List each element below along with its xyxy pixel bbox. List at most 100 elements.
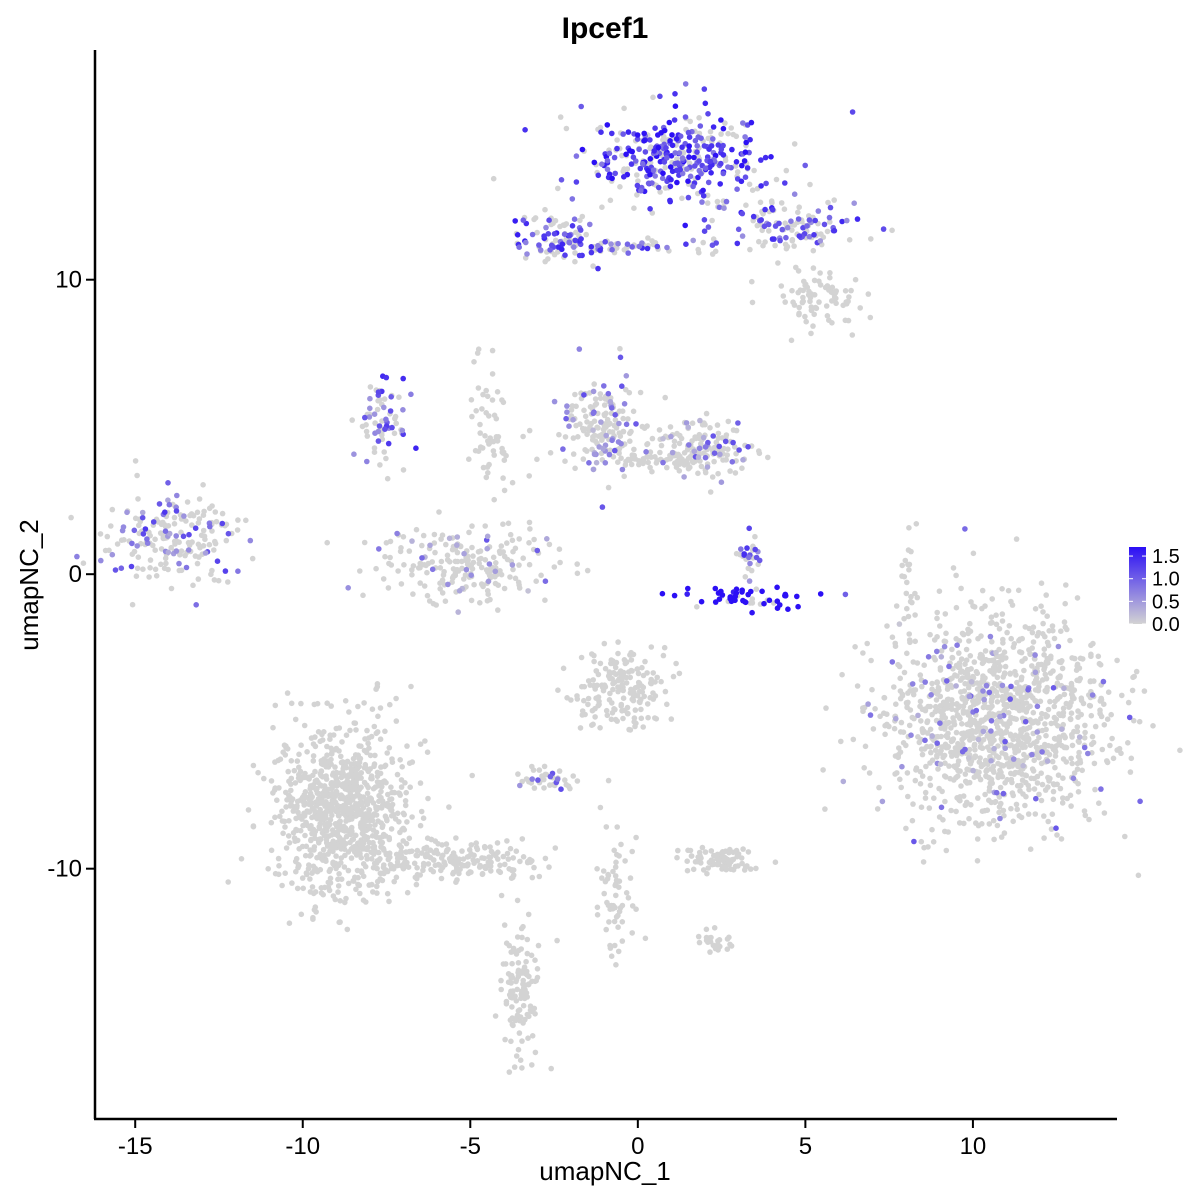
cell-point [459, 862, 465, 868]
cell-point [576, 252, 583, 259]
cell-point [641, 693, 647, 700]
cell-point [685, 129, 692, 136]
cell-point [891, 684, 897, 690]
cell-point [299, 774, 306, 780]
cell-point [414, 865, 420, 871]
cell-point [572, 250, 578, 256]
cell-point [782, 593, 789, 599]
cell-point [676, 150, 683, 156]
cell-point [948, 807, 954, 814]
cell-point [747, 246, 753, 253]
cell-point [106, 547, 112, 554]
cell-point [619, 919, 626, 925]
cell-point [404, 859, 410, 866]
cell-point [929, 711, 935, 718]
cell-point [1010, 702, 1016, 708]
cell-point [411, 860, 418, 867]
cell-point [508, 980, 514, 986]
cell-point [927, 631, 933, 638]
cell-point [1090, 640, 1096, 647]
cell-point [469, 544, 475, 551]
cell-point [1007, 742, 1013, 749]
cell-point [1051, 781, 1057, 788]
cell-point [862, 743, 869, 750]
cell-point [294, 885, 301, 892]
cell-point [572, 391, 578, 398]
cell-point [601, 402, 608, 408]
cell-point [732, 470, 739, 476]
cell-point [636, 146, 642, 153]
cell-point [972, 753, 979, 759]
cell-point [864, 640, 870, 647]
cell-point [889, 659, 896, 665]
cell-point [375, 428, 382, 435]
cell-point [946, 719, 952, 726]
cell-point [361, 539, 368, 546]
cell-point [373, 730, 380, 737]
cell-point [705, 865, 711, 871]
cell-point [610, 868, 616, 875]
cell-point [1082, 812, 1089, 819]
cell-point [996, 626, 1003, 632]
cell-point [620, 715, 626, 722]
cell-point [719, 863, 726, 870]
cell-point [647, 137, 653, 143]
cell-point [621, 673, 628, 680]
cell-point [1042, 687, 1048, 694]
cell-point [927, 775, 933, 782]
cell-point [471, 359, 477, 365]
cell-point [922, 679, 928, 685]
cell-point [655, 184, 662, 191]
cell-point [657, 158, 664, 165]
cell-point [235, 517, 241, 523]
cell-point [450, 860, 457, 867]
cell-point [1054, 832, 1060, 838]
cell-point [129, 540, 135, 547]
cell-point [135, 496, 141, 502]
cell-point [1047, 670, 1054, 676]
colorbar [1129, 547, 1146, 624]
cell-point [686, 143, 692, 149]
cell-point [869, 686, 875, 693]
cell-point [590, 677, 596, 683]
cell-point [301, 802, 308, 808]
cell-point [595, 242, 601, 249]
cell-point [959, 730, 965, 737]
cell-point [982, 791, 988, 798]
cell-point [980, 688, 986, 694]
cell-point [153, 573, 160, 579]
cell-point [147, 557, 154, 563]
cell-point [575, 434, 581, 440]
cell-point [982, 648, 989, 654]
cell-point [1034, 703, 1041, 710]
cell-point [531, 536, 537, 543]
cell-point [590, 410, 597, 417]
cell-point [616, 420, 622, 427]
cell-point [555, 185, 561, 192]
cell-point [219, 520, 226, 527]
cell-point [1044, 613, 1050, 619]
cell-point [520, 991, 527, 998]
cell-point [357, 890, 363, 897]
cell-point [317, 806, 324, 813]
cell-point [349, 837, 356, 843]
cell-point [353, 727, 359, 733]
cell-point [1067, 716, 1074, 723]
cell-point [827, 204, 834, 211]
cell-point [472, 447, 479, 454]
cell-point [1050, 796, 1057, 803]
cell-point [468, 842, 475, 848]
cell-point [631, 715, 638, 721]
cell-point [280, 830, 286, 837]
cell-point [527, 859, 534, 865]
cell-point [969, 727, 975, 734]
cell-point [152, 566, 159, 573]
cell-point [597, 660, 604, 667]
cell-point [1068, 710, 1075, 716]
cell-point [906, 631, 912, 637]
cell-point [1136, 718, 1143, 725]
cell-point [944, 696, 951, 703]
cell-point [1003, 701, 1010, 708]
cell-point [965, 630, 971, 637]
cell-point [610, 680, 616, 687]
